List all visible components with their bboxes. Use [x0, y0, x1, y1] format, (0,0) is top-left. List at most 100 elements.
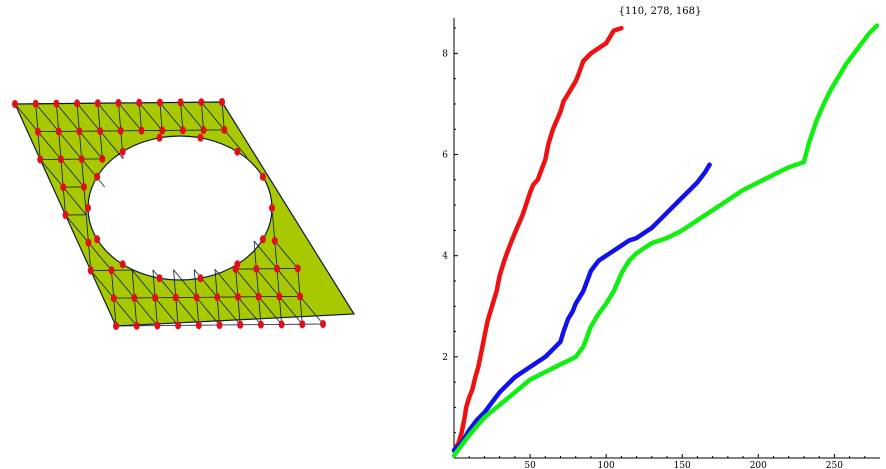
mesh-edge [152, 269, 156, 298]
mesh-node [159, 126, 166, 135]
mesh-edge [154, 297, 179, 326]
mesh-node [259, 172, 266, 181]
x-tick-label: 150 [674, 461, 691, 469]
mesh-node [85, 204, 91, 212]
mesh-node [294, 264, 301, 273]
mesh-edge [81, 159, 85, 187]
mesh-node [78, 155, 85, 164]
mesh-node [221, 125, 228, 134]
mesh-edge [37, 131, 62, 160]
mesh-node [99, 154, 106, 163]
series-line-1 [451, 162, 712, 453]
x-tick-label: 200 [750, 461, 767, 469]
y-tick-label: 6 [442, 151, 448, 161]
mesh-edge [14, 103, 39, 132]
mesh-edge [235, 268, 259, 298]
mesh-edge [223, 129, 248, 158]
mesh-node [257, 320, 264, 329]
mesh-node [179, 126, 186, 135]
mesh-node [271, 236, 278, 245]
mesh-edge [62, 186, 87, 216]
mesh-edge [118, 102, 122, 131]
mesh-node [62, 211, 69, 219]
mesh-nodes [12, 98, 326, 330]
mesh-edge [159, 102, 163, 131]
mesh-node [154, 321, 161, 330]
chart-title: {110, 278, 168} [619, 6, 702, 17]
mesh-edge [200, 101, 225, 131]
mesh-edge [79, 130, 103, 160]
mesh-edge [216, 296, 241, 326]
mesh-node [274, 264, 281, 273]
mesh-edge [256, 268, 280, 297]
mesh-edge [173, 269, 197, 298]
mesh-node [117, 126, 124, 135]
mesh-node [237, 320, 244, 329]
mesh-edge [196, 297, 200, 326]
series-line-2 [451, 23, 880, 458]
mesh-node [113, 322, 119, 330]
mesh-edge [76, 103, 101, 132]
mesh-edge [131, 269, 156, 299]
mesh-edge [274, 240, 278, 269]
mesh-edge [60, 159, 64, 188]
mesh-edge [180, 102, 184, 131]
chart-axes: 50 100 150 200 250 2 4 6 8 [442, 18, 880, 469]
mesh-node [214, 293, 221, 302]
mesh-edge [56, 103, 60, 132]
chart-series [451, 23, 880, 458]
mesh-node [177, 98, 184, 107]
mesh-node [255, 292, 262, 301]
mesh-edge [138, 102, 142, 131]
mesh-edge [278, 296, 282, 325]
mesh-edge [272, 212, 276, 241]
mesh-edge [76, 103, 80, 132]
mesh-node [108, 266, 115, 275]
mesh-node [197, 133, 204, 142]
mesh-edge [62, 187, 66, 216]
y-tick-label: 8 [442, 49, 448, 59]
mesh-edge [221, 101, 225, 130]
mesh-node [278, 320, 285, 329]
mesh-edge [39, 159, 64, 188]
mesh-edge [78, 131, 83, 160]
mesh-edge [88, 242, 92, 271]
mesh-node [276, 292, 283, 301]
mesh-node [156, 98, 163, 107]
mesh-node [232, 265, 239, 274]
mesh-node [80, 182, 87, 191]
mesh-edge [134, 297, 158, 326]
mesh-edge [118, 102, 142, 131]
mesh-node [156, 133, 163, 142]
mesh-node [198, 98, 205, 107]
line-chart: {110, 278, 168} 50 100 150 200 250 2 4 6 8 [442, 6, 880, 469]
mesh-edge [90, 270, 115, 299]
y-tick-label: 2 [442, 353, 448, 363]
mesh-node [219, 98, 225, 106]
mesh-node [94, 99, 101, 108]
mesh-node [172, 293, 179, 302]
mesh-edge [235, 269, 239, 297]
mesh-node [34, 127, 41, 136]
x-tick-label: 250 [826, 461, 843, 469]
mesh-edge [111, 270, 115, 299]
mesh-edge [253, 241, 257, 269]
mesh-edge [138, 102, 163, 131]
mesh-edge [214, 269, 218, 298]
mesh-edge [279, 296, 303, 325]
series-line-0 [451, 25, 624, 453]
mesh-node [320, 320, 326, 328]
mesh-node [200, 126, 207, 135]
mesh-edge [88, 242, 112, 271]
mesh-edge [216, 297, 220, 326]
mesh-edge [159, 102, 184, 131]
mesh-edge [35, 103, 59, 132]
y-tick-label: 4 [442, 252, 448, 262]
mesh-edge [111, 270, 135, 299]
mesh-node [195, 321, 202, 330]
mesh-edge [274, 240, 299, 269]
mesh-edge [134, 297, 138, 326]
mesh-edge [113, 298, 117, 327]
mesh-node [74, 99, 81, 108]
mesh-edge [65, 214, 89, 243]
